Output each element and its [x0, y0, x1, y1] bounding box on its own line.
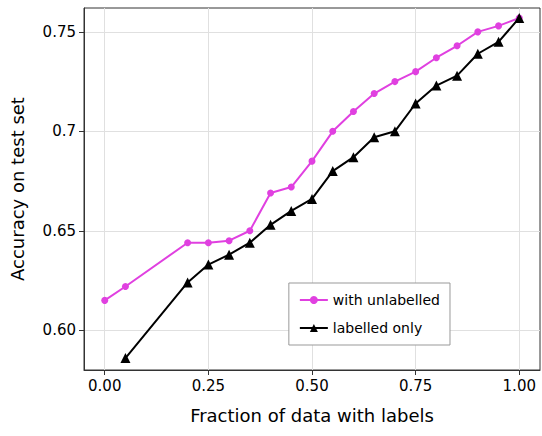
svg-text:Fraction of data with labels: Fraction of data with labels: [190, 405, 434, 426]
svg-text:0.75: 0.75: [399, 377, 432, 395]
svg-text:0.7: 0.7: [52, 122, 76, 140]
svg-text:Accuracy on test set: Accuracy on test set: [7, 97, 28, 281]
svg-text:0.60: 0.60: [43, 321, 76, 339]
svg-text:1.00: 1.00: [503, 377, 536, 395]
svg-text:with unlabelled: with unlabelled: [333, 292, 440, 308]
svg-text:0.50: 0.50: [295, 377, 328, 395]
svg-text:0.65: 0.65: [43, 222, 76, 240]
svg-text:0.25: 0.25: [192, 377, 225, 395]
svg-text:0.75: 0.75: [43, 23, 76, 41]
svg-text:0.00: 0.00: [88, 377, 121, 395]
svg-text:labelled only: labelled only: [333, 320, 422, 336]
